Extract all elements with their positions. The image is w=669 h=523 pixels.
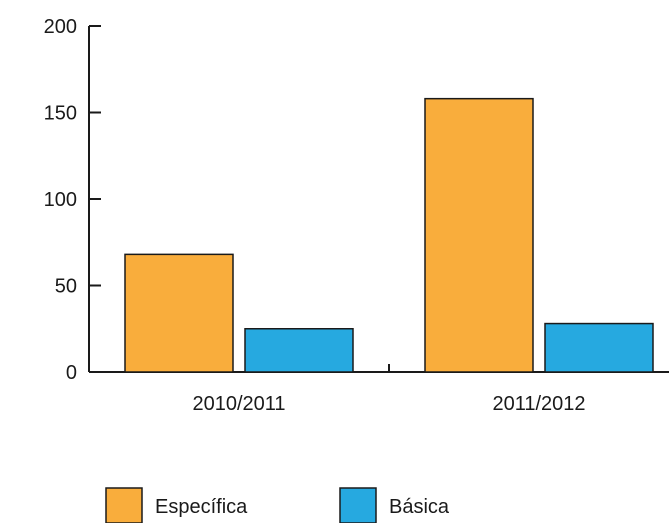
x-category-label: 2011/2012 [492, 393, 585, 415]
category-labels: 2010/2011 2011/2012 [192, 393, 585, 415]
y-tick-label: 50 [55, 276, 77, 298]
x-category-label: 2010/2011 [192, 393, 285, 415]
legend-swatch-basica [339, 487, 377, 523]
y-tick-label: 100 [44, 189, 77, 211]
bar-basica-1 [544, 322, 654, 373]
y-tick-label: 150 [44, 103, 77, 125]
bar-especifica-0 [124, 253, 234, 373]
y-tick-label: 200 [44, 16, 77, 38]
bars [124, 97, 654, 373]
bar-especifica-1 [424, 97, 534, 373]
y-axis: 0 50 100 150 200 [44, 16, 101, 384]
legend: Específica Básica [105, 487, 450, 523]
legend-label-basica: Básica [389, 496, 450, 518]
legend-swatch-especifica [105, 487, 143, 523]
bar-basica-0 [244, 328, 354, 373]
y-tick-label: 0 [66, 362, 77, 384]
legend-label-especifica: Específica [155, 496, 248, 518]
